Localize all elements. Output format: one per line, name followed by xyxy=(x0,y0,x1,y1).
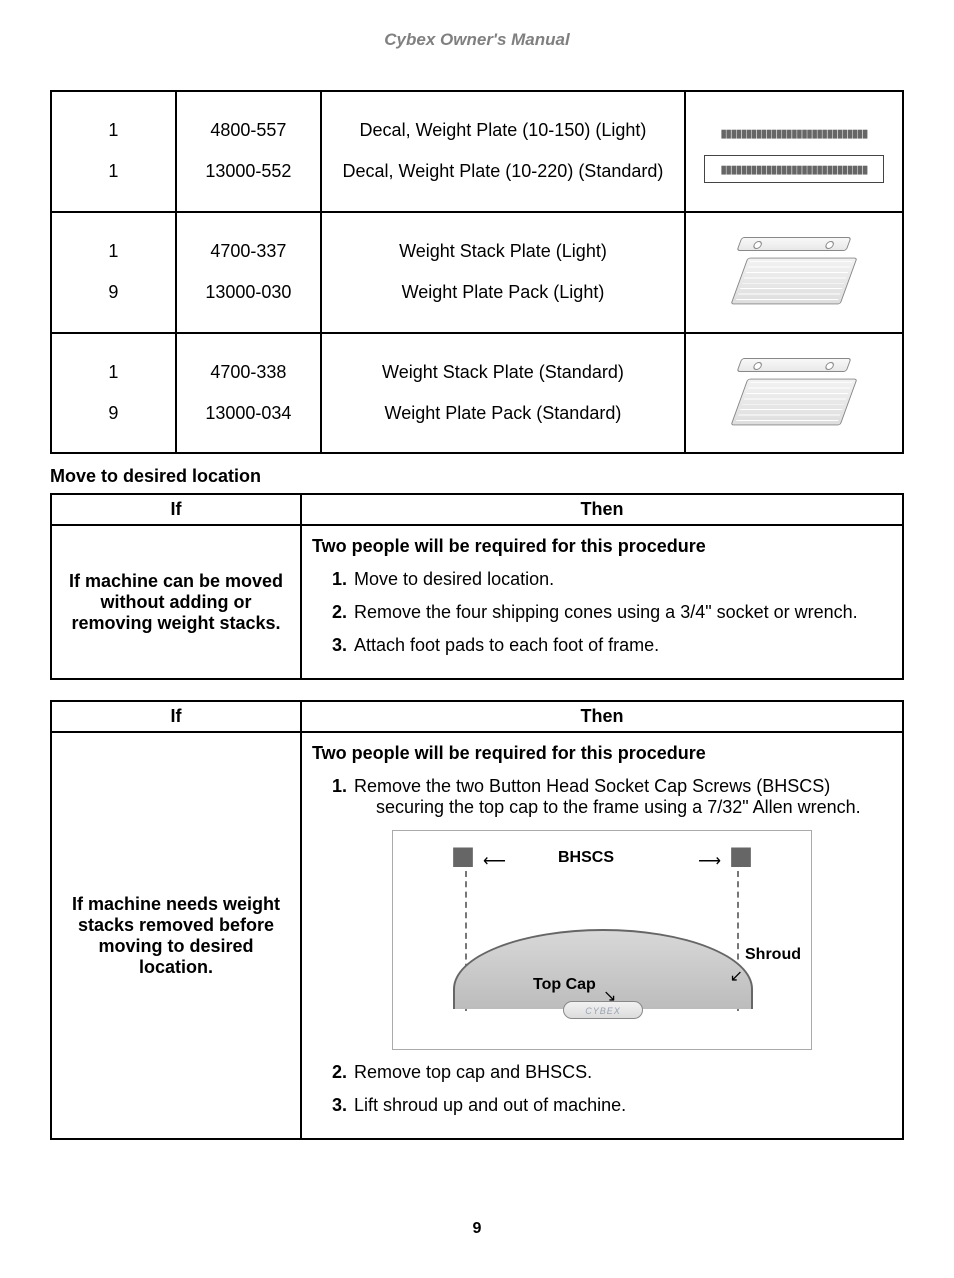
parts-partnumber-cell: 4700-337 13000-030 xyxy=(176,212,321,333)
procedure-if-condition: If machine needs weight stacks removed b… xyxy=(51,732,301,1139)
part-number: 4700-337 xyxy=(185,231,312,272)
parts-image-cell: ▮▮▮▮▮▮▮▮▮▮▮▮▮▮▮▮▮▮▮▮▮▮▮▮▮▮▮▮▮ ▮▮▮▮▮▮▮▮▮▮… xyxy=(685,91,903,212)
procedure-then-cell: Two people will be required for this pro… xyxy=(301,732,903,1139)
step-number: 2. xyxy=(332,602,354,623)
procedure-then-cell: Two people will be required for this pro… xyxy=(301,525,903,679)
parts-qty-cell: 1 1 xyxy=(51,91,176,212)
parts-description-cell: Decal, Weight Plate (10-150) (Light) Dec… xyxy=(321,91,685,212)
part-description: Weight Plate Pack (Light) xyxy=(330,272,676,313)
topcap-shroud-diagram: ⬛︎ ⬛︎ BHSCS ⟵ ⟶ CYBEX Top Cap ↘ Shroud ↙ xyxy=(392,830,812,1050)
procedure-step: 1.Move to desired location. xyxy=(332,569,892,590)
weight-plate-illustration xyxy=(694,358,894,428)
part-number: 13000-034 xyxy=(185,393,312,434)
arrow-icon: ⟶ xyxy=(698,851,721,871)
step-number: 1. xyxy=(332,569,354,590)
if-column-header: If xyxy=(51,494,301,525)
decal-strip-icon: ▮▮▮▮▮▮▮▮▮▮▮▮▮▮▮▮▮▮▮▮▮▮▮▮▮▮▮▮▮ xyxy=(704,155,884,183)
procedure-table-1: If Then If machine can be moved without … xyxy=(50,493,904,680)
parts-qty-cell: 1 9 xyxy=(51,333,176,454)
part-description: Decal, Weight Plate (10-220) (Standard) xyxy=(330,151,676,192)
procedure-step: 2.Remove the four shipping cones using a… xyxy=(332,602,892,623)
step-text: Lift shroud up and out of machine. xyxy=(354,1095,626,1115)
qty-value: 1 xyxy=(60,352,167,393)
diagram-label-shroud: Shroud xyxy=(745,946,801,964)
step-text: Remove the two Button Head Socket Cap Sc… xyxy=(354,776,830,796)
procedure-steps-list: 2.Remove top cap and BHSCS. 3.Lift shrou… xyxy=(312,1062,892,1116)
qty-value: 1 xyxy=(60,151,167,192)
step-text-continuation: securing the top cap to the frame using … xyxy=(354,797,892,818)
step-text: Remove the four shipping cones using a 3… xyxy=(354,602,858,622)
diagram-label-bhscs: BHSCS xyxy=(558,849,614,867)
weight-plate-icon xyxy=(736,237,851,251)
screw-icon: ⬛︎ xyxy=(453,846,473,869)
parts-partnumber-cell: 4800-557 13000-552 xyxy=(176,91,321,212)
procedure-table-2: If Then If machine needs weight stacks r… xyxy=(50,700,904,1140)
procedure-requirement: Two people will be required for this pro… xyxy=(312,743,892,764)
procedure-steps-list: 1.Remove the two Button Head Socket Cap … xyxy=(312,776,892,818)
parts-qty-cell: 1 9 xyxy=(51,212,176,333)
then-column-header: Then xyxy=(301,494,903,525)
arrow-icon: ⟵ xyxy=(483,851,506,871)
if-column-header: If xyxy=(51,701,301,732)
section-heading: Move to desired location xyxy=(50,466,904,487)
part-number: 13000-030 xyxy=(185,272,312,313)
diagram-label-topcap: Top Cap xyxy=(533,976,596,994)
decal-strip-icon: ▮▮▮▮▮▮▮▮▮▮▮▮▮▮▮▮▮▮▮▮▮▮▮▮▮▮▮▮▮ xyxy=(704,119,884,147)
parts-description-cell: Weight Stack Plate (Light) Weight Plate … xyxy=(321,212,685,333)
parts-row: 1 9 4700-337 13000-030 Weight Stack Plat… xyxy=(51,212,903,333)
parts-image-cell xyxy=(685,212,903,333)
weight-plate-icon xyxy=(736,358,851,372)
parts-row: 1 9 4700-338 13000-034 Weight Stack Plat… xyxy=(51,333,903,454)
screw-icon: ⬛︎ xyxy=(731,846,751,869)
qty-value: 1 xyxy=(60,231,167,272)
procedure-if-condition: If machine can be moved without adding o… xyxy=(51,525,301,679)
part-number: 13000-552 xyxy=(185,151,312,192)
qty-value: 9 xyxy=(60,272,167,313)
qty-value: 9 xyxy=(60,393,167,434)
arrow-icon: ↘ xyxy=(603,986,616,1006)
step-text: Remove top cap and BHSCS. xyxy=(354,1062,592,1082)
parts-partnumber-cell: 4700-338 13000-034 xyxy=(176,333,321,454)
procedure-requirement: Two people will be required for this pro… xyxy=(312,536,892,557)
weight-plate-pack-icon xyxy=(730,379,857,426)
step-text: Move to desired location. xyxy=(354,569,554,589)
weight-plate-illustration xyxy=(694,237,894,307)
procedure-step: 3.Attach foot pads to each foot of frame… xyxy=(332,635,892,656)
step-number: 1. xyxy=(332,776,354,797)
procedure-step: 1.Remove the two Button Head Socket Cap … xyxy=(332,776,892,818)
qty-value: 1 xyxy=(60,110,167,151)
part-description: Weight Stack Plate (Light) xyxy=(330,231,676,272)
parts-row: 1 1 4800-557 13000-552 Decal, Weight Pla… xyxy=(51,91,903,212)
step-number: 3. xyxy=(332,635,354,656)
arrow-icon: ↙ xyxy=(730,966,743,986)
step-text: Attach foot pads to each foot of frame. xyxy=(354,635,659,655)
page-header-title: Cybex Owner's Manual xyxy=(50,30,904,50)
step-number: 3. xyxy=(332,1095,354,1116)
then-column-header: Then xyxy=(301,701,903,732)
weight-plate-pack-icon xyxy=(730,258,857,305)
procedure-step: 3.Lift shroud up and out of machine. xyxy=(332,1095,892,1116)
procedure-steps-list: 1.Move to desired location. 2.Remove the… xyxy=(312,569,892,656)
step-number: 2. xyxy=(332,1062,354,1083)
part-description: Decal, Weight Plate (10-150) (Light) xyxy=(330,110,676,151)
page-number: 9 xyxy=(50,1220,904,1238)
part-number: 4700-338 xyxy=(185,352,312,393)
part-description: Weight Stack Plate (Standard) xyxy=(330,352,676,393)
part-number: 4800-557 xyxy=(185,110,312,151)
part-description: Weight Plate Pack (Standard) xyxy=(330,393,676,434)
parts-image-cell xyxy=(685,333,903,454)
procedure-step: 2.Remove top cap and BHSCS. xyxy=(332,1062,892,1083)
parts-table: 1 1 4800-557 13000-552 Decal, Weight Pla… xyxy=(50,90,904,454)
decal-strip-illustration: ▮▮▮▮▮▮▮▮▮▮▮▮▮▮▮▮▮▮▮▮▮▮▮▮▮▮▮▮▮ ▮▮▮▮▮▮▮▮▮▮… xyxy=(694,119,894,183)
parts-description-cell: Weight Stack Plate (Standard) Weight Pla… xyxy=(321,333,685,454)
